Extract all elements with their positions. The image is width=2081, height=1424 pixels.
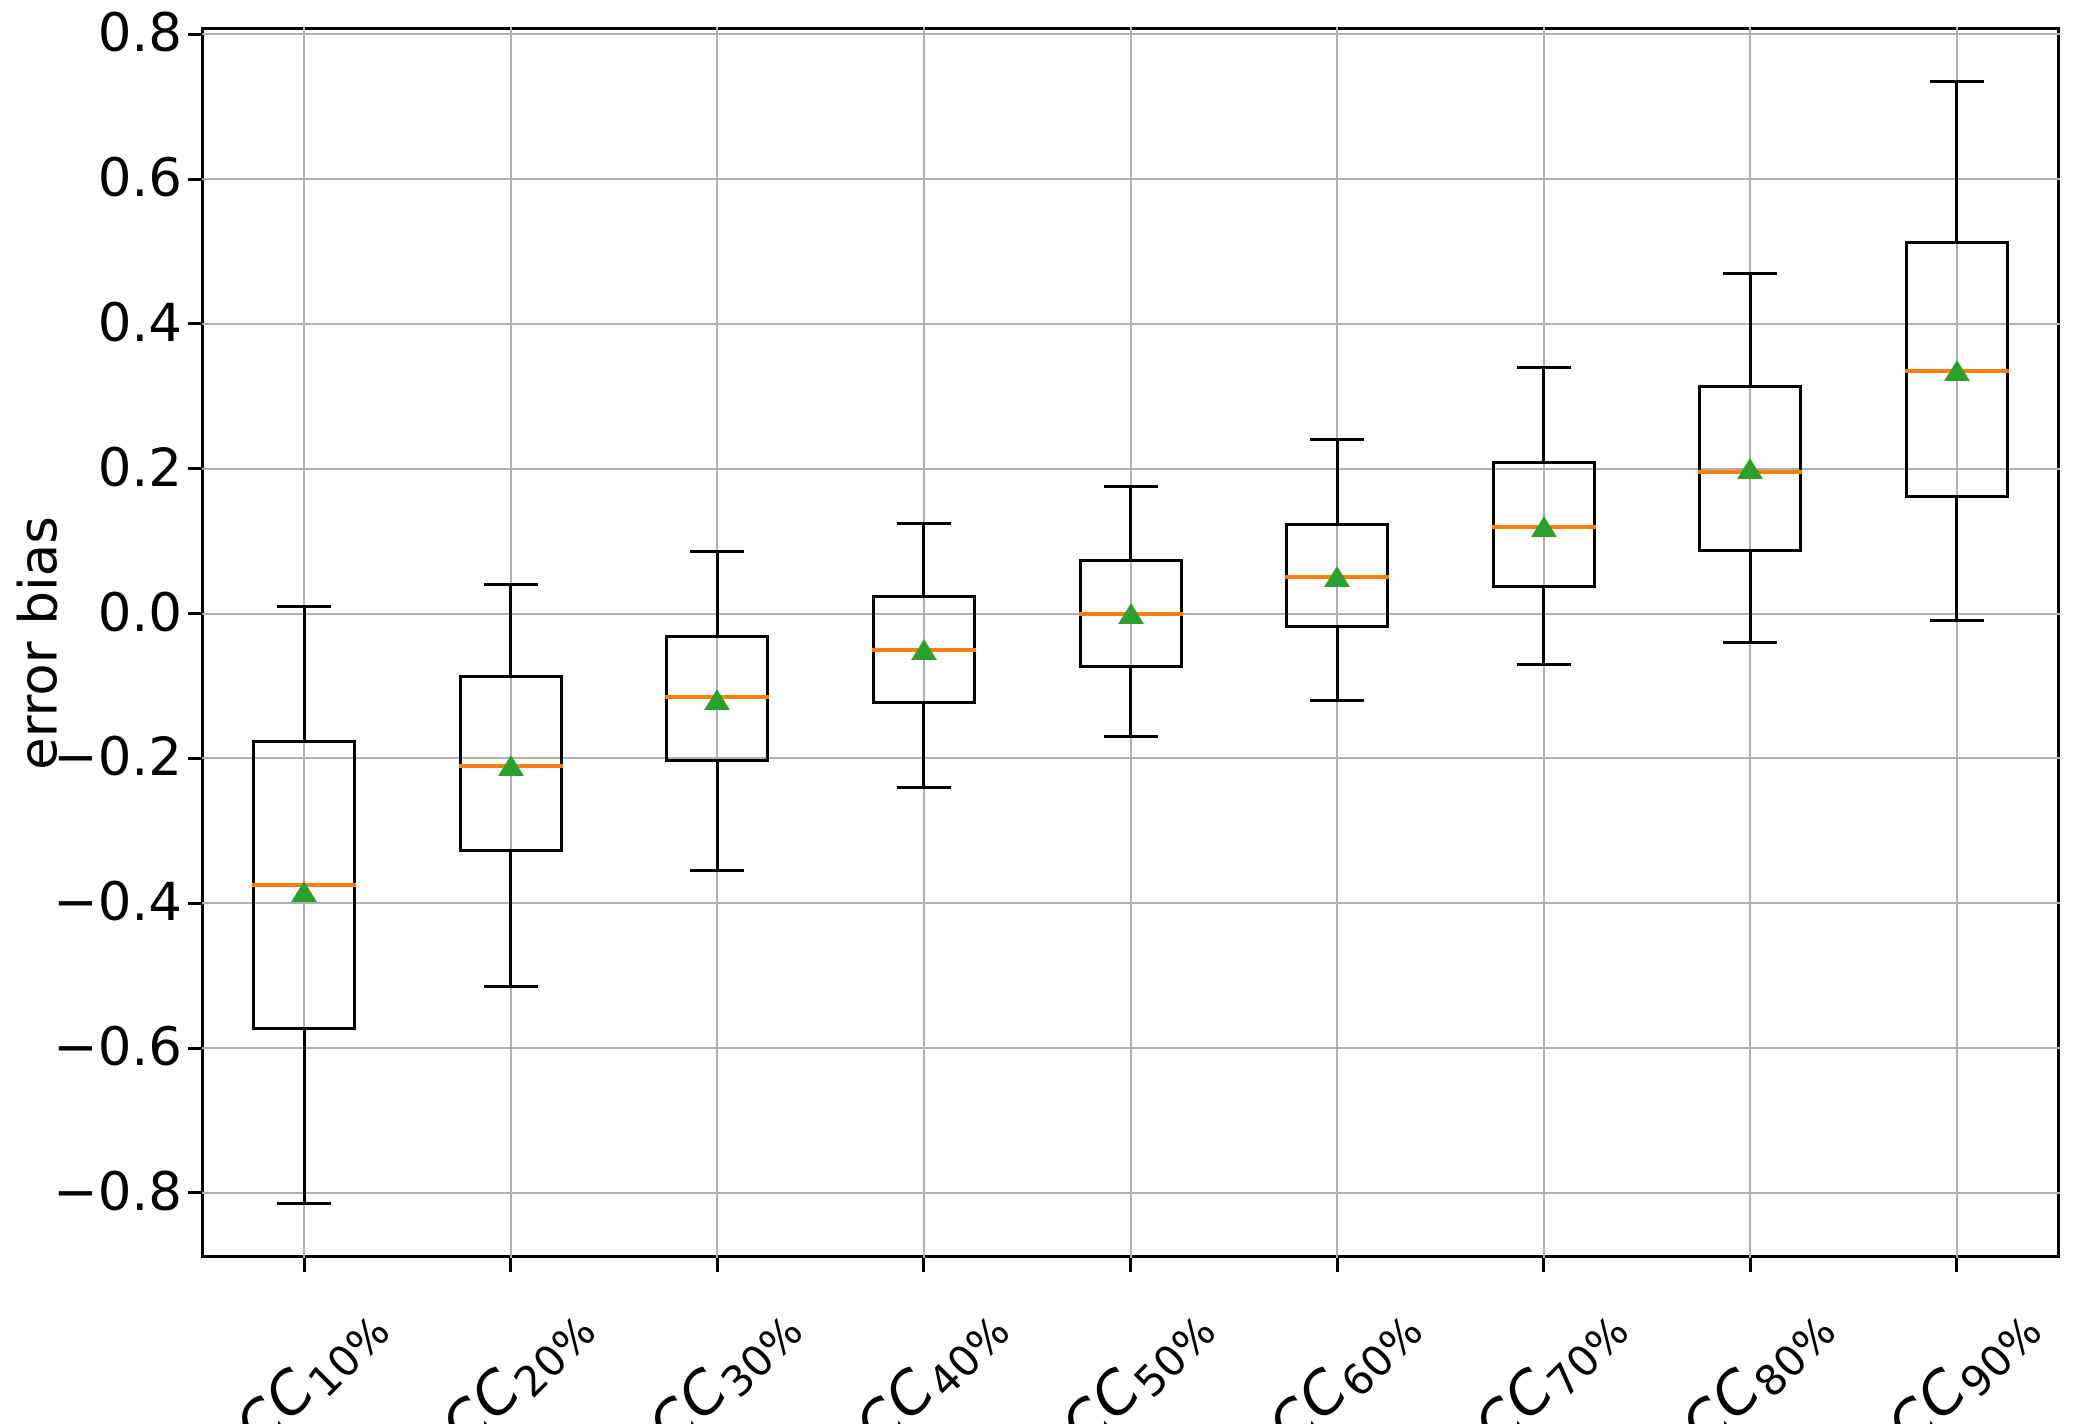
lower-whisker [1955,497,1959,621]
mean-marker-triangle-icon [1530,515,1557,537]
upper-whisker-cap [1723,271,1778,275]
lower-whisker-cap [690,869,745,873]
upper-whisker-cap [277,604,332,608]
y-tick-mark [188,612,202,616]
lower-whisker-cap [277,1202,332,1206]
mean-marker-triangle-icon [497,754,524,776]
y-tick-mark [188,322,202,326]
lower-whisker [1335,628,1339,701]
lower-whisker-cap [1929,619,1984,623]
x-tick-mark [922,1258,926,1272]
y-tick-label: −0.8 [53,1161,182,1223]
upper-whisker [509,584,513,676]
upper-whisker [1955,81,1959,241]
upper-whisker [1335,439,1339,523]
lower-whisker [715,761,719,871]
x-category-label: CC90% [1874,1292,2051,1424]
lower-whisker-cap [1103,735,1158,739]
y-tick-mark [188,1191,202,1195]
upper-whisker-cap [690,550,745,554]
upper-whisker-cap [1929,79,1984,83]
upper-whisker [1748,273,1752,386]
upper-whisker [715,551,719,636]
box-iqr [1698,385,1803,552]
y-tick-label: 0.6 [97,148,182,210]
y-tick-mark [188,32,202,36]
x-category-label: CC50% [1048,1292,1225,1424]
upper-whisker-cap [1516,365,1571,369]
lower-whisker [1542,588,1546,665]
x-category-label: CC40% [842,1292,1019,1424]
y-tick-label: 0.2 [97,437,182,499]
lower-whisker [302,1029,306,1204]
y-tick-mark [188,1046,202,1050]
y-tick-mark [188,177,202,181]
x-gridline [716,27,719,1258]
y-tick-label: 0.0 [97,582,182,644]
lower-whisker-cap [896,785,951,789]
upper-whisker-cap [483,583,538,587]
x-category-label: CC30% [635,1292,812,1424]
lower-whisker [922,704,926,788]
x-tick-mark [509,1258,513,1272]
lower-whisker [1129,667,1132,737]
x-tick-mark [1542,1258,1546,1272]
y-tick-label: 0.8 [97,3,182,65]
upper-whisker [302,606,306,741]
x-category-label: CC70% [1461,1292,1638,1424]
y-tick-label: −0.6 [53,1017,182,1078]
upper-whisker-cap [1103,485,1158,489]
y-tick-mark [188,467,202,471]
upper-whisker [1129,486,1132,560]
x-tick-mark [302,1258,306,1272]
y-tick-label: −0.4 [53,872,182,934]
mean-marker-triangle-icon [1943,359,1970,381]
lower-whisker-cap [483,984,538,988]
y-tick-label: 0.4 [97,292,182,354]
mean-marker-triangle-icon [1117,602,1144,624]
lower-whisker [1748,551,1752,643]
y-tick-mark [188,901,202,905]
mean-marker-triangle-icon [1324,566,1351,588]
x-category-label: CC80% [1668,1292,1845,1424]
upper-whisker [922,523,926,596]
mean-marker-triangle-icon [704,689,731,711]
x-category-label: CC60% [1255,1292,1432,1424]
lower-whisker-cap [1723,641,1778,644]
upper-whisker-cap [1310,438,1365,442]
lower-whisker-cap [1516,662,1571,666]
x-tick-mark [715,1258,719,1272]
lower-whisker [509,852,513,987]
x-category-label: CC10% [222,1292,399,1424]
y-tick-mark [188,756,202,760]
mean-marker-triangle-icon [291,881,318,903]
upper-whisker-cap [896,521,951,525]
x-gridline [1129,27,1132,1258]
mean-marker-triangle-icon [910,638,937,660]
x-tick-mark [1748,1258,1752,1272]
y-tick-label: −0.2 [53,727,182,789]
x-tick-mark [1335,1258,1339,1272]
upper-whisker [1542,367,1546,462]
lower-whisker-cap [1310,698,1365,702]
mean-marker-triangle-icon [1737,457,1764,479]
x-tick-mark [1955,1258,1959,1272]
x-gridline [1955,27,1958,1258]
x-category-label: CC20% [429,1292,606,1424]
x-tick-mark [1129,1258,1132,1272]
